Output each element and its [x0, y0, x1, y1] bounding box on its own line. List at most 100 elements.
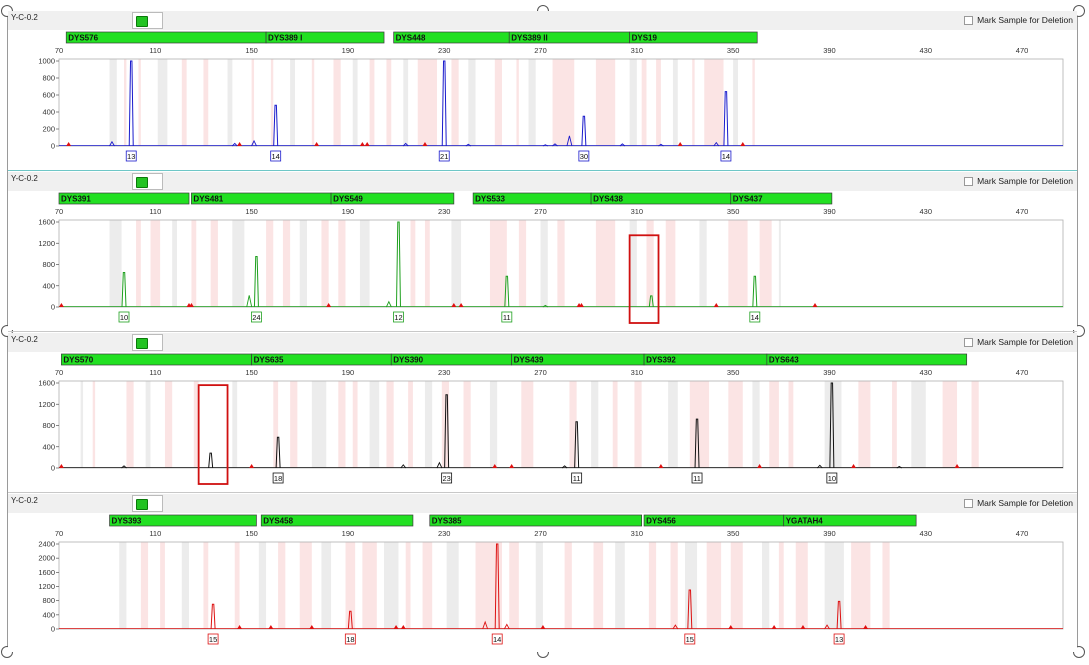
allele-call-box[interactable] — [251, 311, 262, 323]
electropherogram-plot: DYS391 DYS481 DYS549 DYS533 DYS438 DYS437 70 11… — [38, 192, 1064, 324]
locus-bar[interactable] — [766, 353, 968, 366]
allele-bin — [769, 381, 779, 468]
dye-color-button[interactable] — [132, 173, 163, 190]
allele-call-box[interactable] — [118, 311, 130, 323]
allele-bin — [552, 59, 575, 146]
allele-bin — [311, 381, 327, 468]
allele-bin — [157, 59, 168, 146]
locus-bar[interactable] — [58, 192, 190, 205]
locus-bar[interactable] — [330, 192, 455, 205]
allele-peak[interactable] — [723, 91, 729, 147]
allele-peak[interactable] — [208, 452, 214, 469]
allele-bin — [203, 59, 209, 146]
allele-bin — [109, 59, 117, 146]
allele-call-label: 14 — [272, 152, 280, 161]
allele-call-box[interactable] — [684, 633, 696, 645]
locus-bar[interactable] — [265, 31, 385, 44]
allele-bin — [489, 381, 498, 468]
allele-call-box[interactable] — [272, 472, 284, 484]
allele-bin — [778, 542, 784, 629]
allele-peak[interactable] — [253, 256, 259, 308]
allele-bin — [270, 59, 274, 146]
mark-for-deletion-checkbox[interactable] — [964, 15, 974, 25]
allele-peak[interactable] — [128, 60, 134, 147]
allele-bin — [762, 542, 770, 629]
allele-peak[interactable] — [494, 543, 500, 630]
allele-peak[interactable] — [648, 295, 654, 308]
allele-call-box[interactable] — [393, 311, 404, 323]
mark-for-deletion-checkbox[interactable] — [964, 176, 974, 186]
artifact-marker — [237, 625, 243, 629]
allele-call-box[interactable] — [833, 633, 845, 645]
allele-peak[interactable] — [581, 115, 587, 147]
y-tick-label: 400 — [42, 610, 55, 619]
allele-peak[interactable] — [694, 418, 700, 469]
allele-call-box[interactable] — [207, 633, 219, 645]
allele-peak[interactable] — [395, 221, 401, 308]
allele-peak[interactable] — [347, 610, 353, 630]
mark-for-deletion-label: Mark Sample for Deletion — [977, 176, 1073, 186]
locus-bar[interactable] — [730, 192, 833, 205]
mark-for-deletion-checkbox[interactable] — [964, 498, 974, 508]
allele-call-box[interactable] — [749, 311, 761, 323]
allele-call-box[interactable] — [441, 472, 453, 484]
allele-bin — [759, 220, 772, 307]
locus-bar[interactable] — [260, 514, 414, 527]
allele-peak[interactable] — [829, 382, 835, 469]
allele-bin — [730, 542, 743, 629]
allele-peak[interactable] — [121, 271, 127, 308]
allele-bin — [352, 59, 358, 146]
allele-bin — [463, 381, 471, 468]
artifact-marker — [578, 303, 584, 307]
minor-peak — [542, 144, 549, 147]
locus-bar[interactable] — [629, 31, 758, 44]
dye-color-button[interactable] — [132, 12, 163, 29]
mark-for-deletion[interactable]: Mark Sample for Deletion — [964, 15, 1073, 25]
allele-call-box[interactable] — [720, 150, 732, 162]
allele-peak[interactable] — [441, 60, 447, 147]
x-tick-label: 190 — [342, 368, 355, 377]
allele-bin — [509, 542, 519, 629]
x-tick-label: 70 — [55, 529, 63, 538]
allele-peak[interactable] — [444, 394, 450, 469]
allele-call-box[interactable] — [571, 472, 583, 484]
mark-for-deletion[interactable]: Mark Sample for Deletion — [964, 337, 1073, 347]
allele-peak[interactable] — [275, 436, 281, 469]
allele-call-box[interactable] — [578, 150, 590, 162]
locus-bar[interactable] — [429, 514, 643, 527]
y-tick-label: 0 — [51, 625, 55, 634]
allele-bin — [615, 542, 625, 629]
allele-call-box[interactable] — [691, 472, 703, 484]
minor-peak — [896, 465, 903, 469]
allele-call-label: 11 — [573, 474, 581, 483]
x-tick-label: 470 — [1016, 529, 1029, 538]
dye-color-button[interactable] — [132, 334, 163, 351]
locus-bar[interactable] — [783, 514, 917, 527]
allele-call-box[interactable] — [344, 633, 356, 645]
allele-peak[interactable] — [752, 275, 758, 308]
allele-peak[interactable] — [574, 421, 580, 469]
allele-peak[interactable] — [836, 600, 842, 630]
allele-peak[interactable] — [504, 275, 510, 308]
x-tick-label: 70 — [55, 368, 63, 377]
allele-bins — [109, 59, 755, 146]
allele-call-box[interactable] — [270, 150, 282, 162]
allele-call-box[interactable] — [125, 150, 137, 162]
mark-for-deletion[interactable]: Mark Sample for Deletion — [964, 498, 1073, 508]
mark-for-deletion-checkbox[interactable] — [964, 337, 974, 347]
allele-bin — [668, 381, 678, 468]
allele-bin — [540, 220, 548, 307]
allele-call-box[interactable] — [501, 311, 513, 323]
mark-for-deletion[interactable]: Mark Sample for Deletion — [964, 176, 1073, 186]
allele-bin — [634, 381, 642, 468]
allele-call-box[interactable] — [438, 150, 450, 162]
allele-peak[interactable] — [273, 104, 279, 147]
allele-call-box[interactable] — [826, 472, 838, 484]
allele-peak[interactable] — [210, 603, 216, 630]
dye-color-button[interactable] — [132, 495, 163, 512]
locus-bar[interactable] — [109, 514, 257, 527]
artifact-marker — [658, 464, 664, 468]
allele-peak[interactable] — [687, 589, 693, 630]
locus-label: DYS389 I — [268, 34, 302, 43]
allele-call-box[interactable] — [491, 633, 503, 645]
